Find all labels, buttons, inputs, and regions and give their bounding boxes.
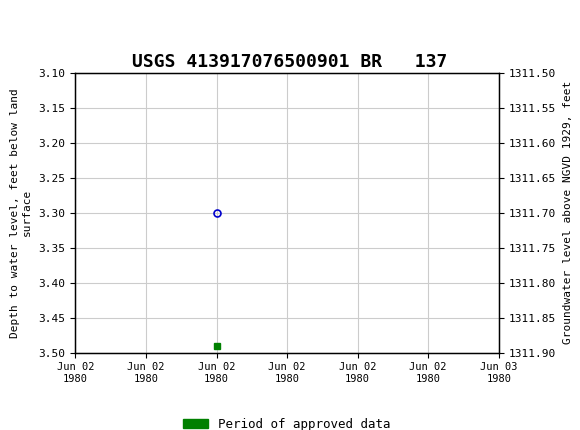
Y-axis label: Groundwater level above NGVD 1929, feet: Groundwater level above NGVD 1929, feet	[563, 81, 572, 344]
Text: USGS 413917076500901 BR   137: USGS 413917076500901 BR 137	[132, 53, 448, 71]
Legend: Period of approved data: Period of approved data	[179, 413, 396, 430]
Text: ≡USGS: ≡USGS	[12, 16, 78, 36]
Y-axis label: Depth to water level, feet below land
surface: Depth to water level, feet below land su…	[10, 88, 32, 338]
